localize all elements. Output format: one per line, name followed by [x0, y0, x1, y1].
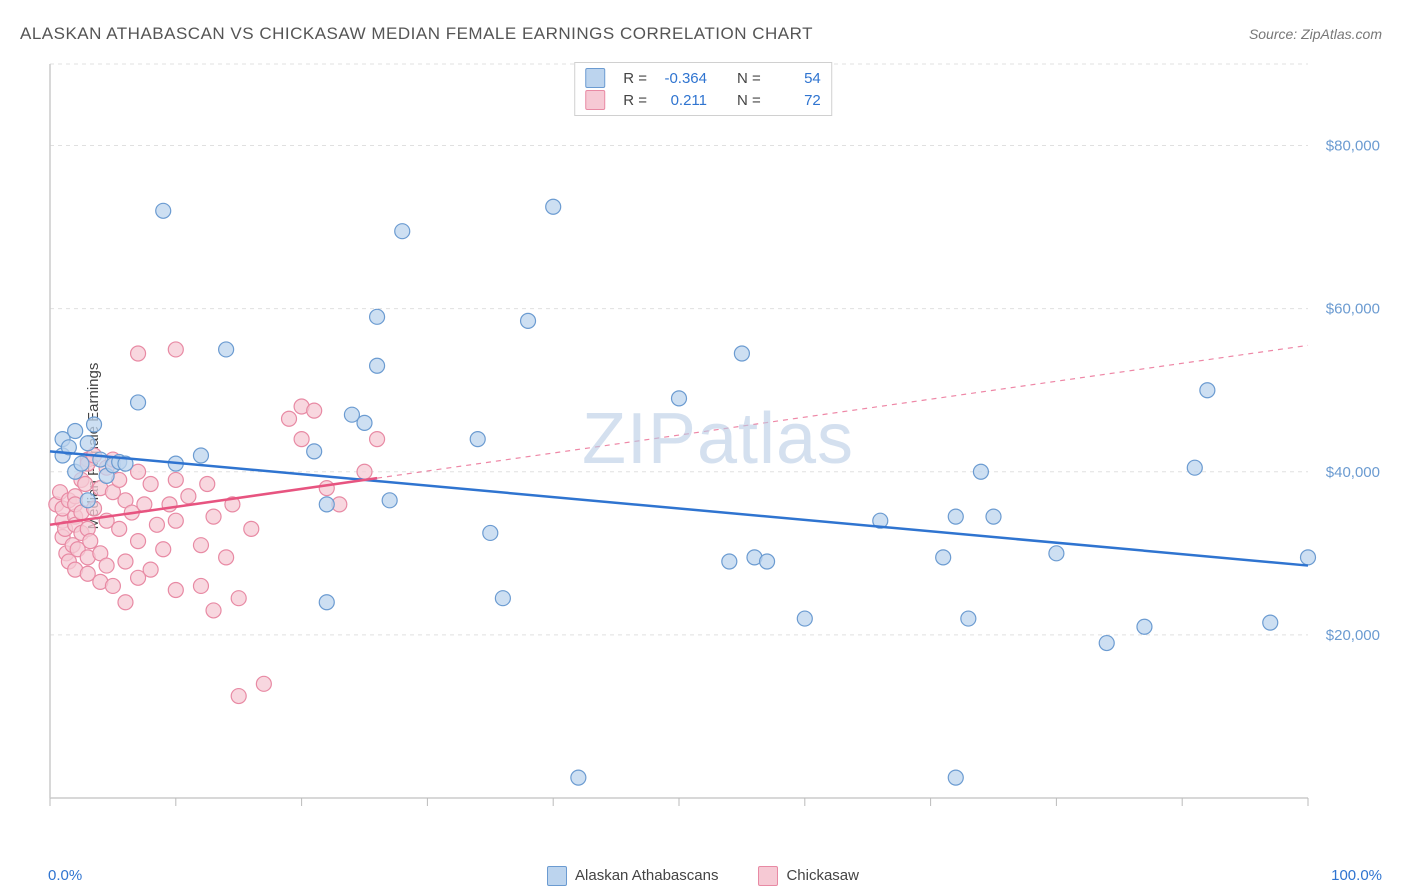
- source-attribution: Source: ZipAtlas.com: [1249, 26, 1382, 42]
- r-label: R =: [623, 70, 647, 87]
- legend-label-athabascan: Alaskan Athabascans: [575, 867, 718, 884]
- stats-legend: R = -0.364 N = 54 R = 0.211 N = 72: [574, 62, 832, 116]
- chart-container: ALASKAN ATHABASCAN VS CHICKASAW MEDIAN F…: [0, 0, 1406, 892]
- swatch-athabascan: [585, 68, 605, 88]
- stats-row-chickasaw: R = 0.211 N = 72: [585, 89, 821, 111]
- legend-item-athabascan: Alaskan Athabascans: [547, 866, 718, 886]
- svg-text:$80,000: $80,000: [1326, 138, 1380, 155]
- n-label: N =: [737, 92, 761, 109]
- svg-text:$60,000: $60,000: [1326, 301, 1380, 318]
- svg-text:$40,000: $40,000: [1326, 464, 1380, 481]
- swatch-athabascan: [547, 866, 567, 886]
- r-value-chickasaw: 0.211: [657, 92, 707, 109]
- legend-item-chickasaw: Chickasaw: [758, 866, 859, 886]
- bottom-legend: Alaskan Athabascans Chickasaw: [0, 866, 1406, 886]
- r-label: R =: [623, 92, 647, 109]
- plot-area: $20,000$40,000$60,000$80,000 ZIPatlas: [48, 58, 1388, 828]
- swatch-chickasaw: [758, 866, 778, 886]
- source-prefix: Source:: [1249, 26, 1301, 42]
- swatch-chickasaw: [585, 90, 605, 110]
- n-label: N =: [737, 70, 761, 87]
- r-value-athabascan: -0.364: [657, 70, 707, 87]
- n-value-athabascan: 54: [771, 70, 821, 87]
- chart-svg: $20,000 $40,000 $60,000 $80,000: [48, 58, 1388, 828]
- n-value-chickasaw: 72: [771, 92, 821, 109]
- source-name: ZipAtlas.com: [1301, 26, 1382, 42]
- stats-row-athabascan: R = -0.364 N = 54: [585, 67, 821, 89]
- chart-title: ALASKAN ATHABASCAN VS CHICKASAW MEDIAN F…: [20, 24, 813, 44]
- legend-label-chickasaw: Chickasaw: [786, 867, 859, 884]
- svg-text:$20,000: $20,000: [1326, 627, 1380, 644]
